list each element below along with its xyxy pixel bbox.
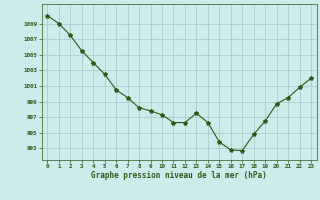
X-axis label: Graphe pression niveau de la mer (hPa): Graphe pression niveau de la mer (hPa) xyxy=(91,171,267,180)
